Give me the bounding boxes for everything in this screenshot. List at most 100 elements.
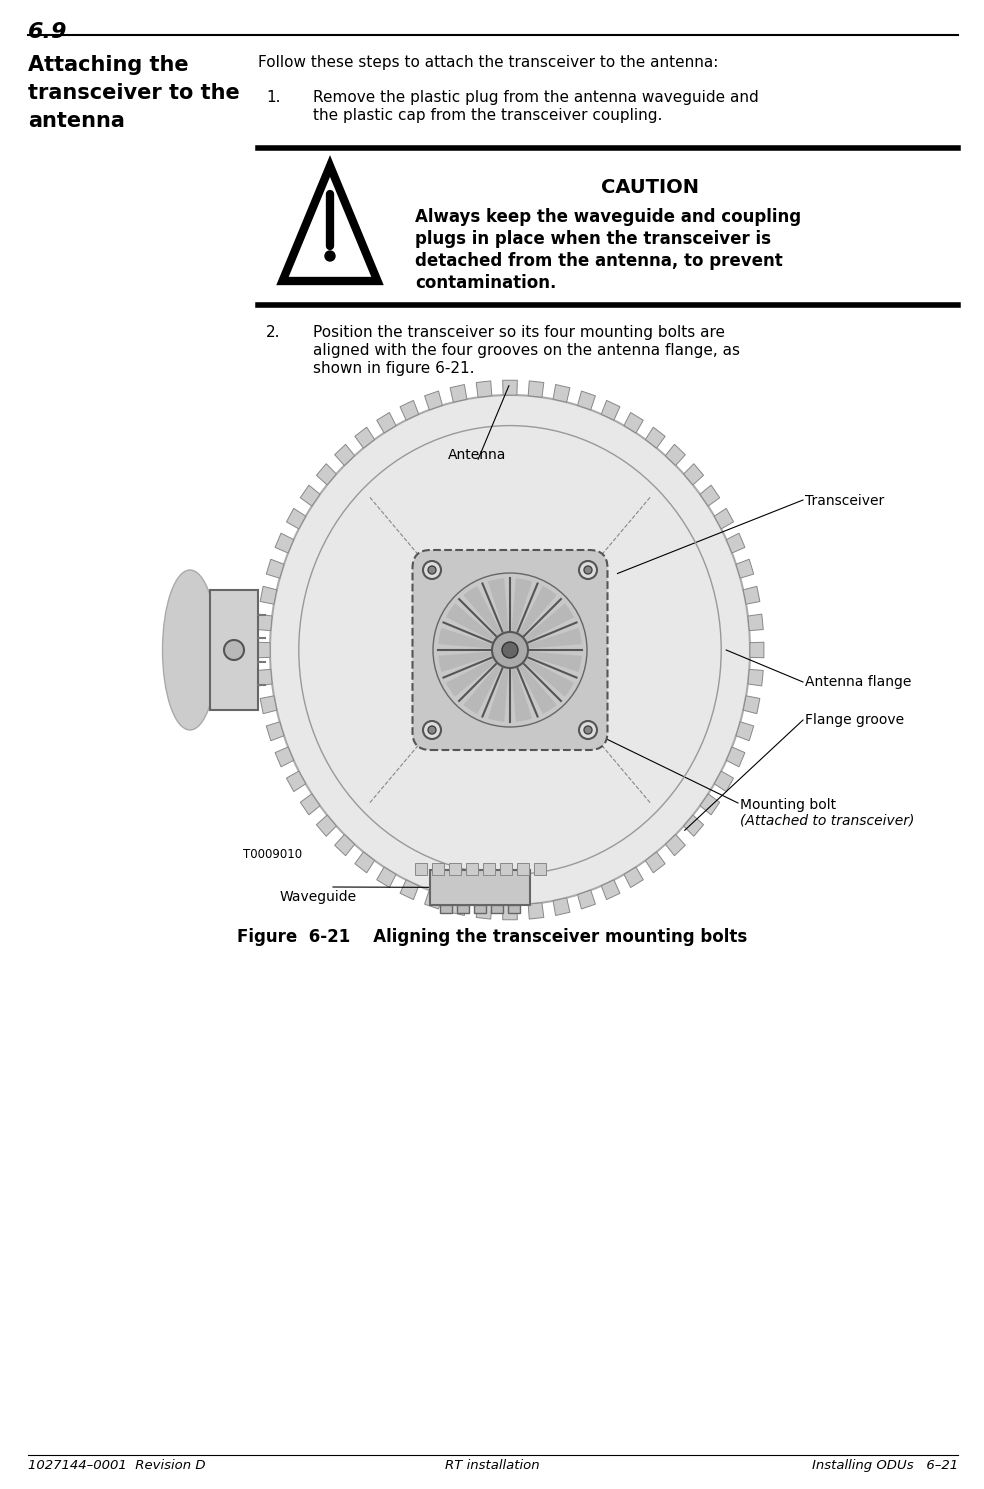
Polygon shape <box>256 642 270 658</box>
FancyBboxPatch shape <box>412 549 607 750</box>
Polygon shape <box>578 392 595 409</box>
Text: (Attached to transceiver): (Attached to transceiver) <box>740 814 914 828</box>
Polygon shape <box>503 380 518 395</box>
Circle shape <box>584 727 592 734</box>
Polygon shape <box>476 902 492 919</box>
Polygon shape <box>646 852 665 873</box>
FancyBboxPatch shape <box>440 905 452 913</box>
Polygon shape <box>355 852 375 873</box>
Polygon shape <box>748 670 764 686</box>
Polygon shape <box>476 381 492 398</box>
FancyBboxPatch shape <box>449 864 461 876</box>
Polygon shape <box>601 880 620 899</box>
FancyBboxPatch shape <box>483 864 495 876</box>
Polygon shape <box>510 578 532 651</box>
Polygon shape <box>335 834 354 856</box>
Text: 1.: 1. <box>266 89 280 106</box>
FancyBboxPatch shape <box>491 905 503 913</box>
Text: antenna: antenna <box>28 112 125 131</box>
Polygon shape <box>510 651 557 715</box>
FancyBboxPatch shape <box>466 864 478 876</box>
Polygon shape <box>286 771 306 792</box>
Polygon shape <box>267 722 284 740</box>
Polygon shape <box>276 533 293 552</box>
Polygon shape <box>450 898 466 916</box>
Polygon shape <box>743 695 760 713</box>
Text: Mounting bolt: Mounting bolt <box>740 798 836 812</box>
Polygon shape <box>624 412 644 433</box>
Polygon shape <box>257 670 273 686</box>
Polygon shape <box>424 890 443 908</box>
Circle shape <box>428 566 436 573</box>
Polygon shape <box>601 401 620 420</box>
Text: RT installation: RT installation <box>445 1459 539 1473</box>
Text: aligned with the four grooves on the antenna flange, as: aligned with the four grooves on the ant… <box>313 342 740 357</box>
Polygon shape <box>286 508 306 529</box>
Polygon shape <box>446 603 510 651</box>
FancyBboxPatch shape <box>210 590 258 710</box>
Polygon shape <box>276 747 293 767</box>
Polygon shape <box>510 651 532 722</box>
Polygon shape <box>700 794 719 814</box>
Polygon shape <box>257 613 273 631</box>
Circle shape <box>502 642 518 658</box>
FancyBboxPatch shape <box>474 905 486 913</box>
Polygon shape <box>335 444 354 466</box>
Text: Follow these steps to attach the transceiver to the antenna:: Follow these steps to attach the transce… <box>258 55 718 70</box>
Polygon shape <box>665 834 685 856</box>
Polygon shape <box>736 722 754 740</box>
Polygon shape <box>646 427 665 448</box>
Polygon shape <box>736 560 754 578</box>
Polygon shape <box>463 585 510 651</box>
Polygon shape <box>377 412 396 433</box>
Text: shown in figure 6-21.: shown in figure 6-21. <box>313 360 474 377</box>
Polygon shape <box>510 651 574 697</box>
Polygon shape <box>300 794 320 814</box>
Polygon shape <box>578 890 595 908</box>
Polygon shape <box>300 485 320 506</box>
Polygon shape <box>260 587 277 605</box>
Text: Antenna flange: Antenna flange <box>805 675 911 689</box>
Polygon shape <box>446 651 510 697</box>
Polygon shape <box>743 587 760 605</box>
Circle shape <box>325 252 335 261</box>
Text: Attaching the: Attaching the <box>28 55 189 74</box>
Polygon shape <box>553 384 570 402</box>
Text: Always keep the waveguide and coupling: Always keep the waveguide and coupling <box>415 208 801 226</box>
Text: plugs in place when the transceiver is: plugs in place when the transceiver is <box>415 229 771 249</box>
Circle shape <box>428 727 436 734</box>
Ellipse shape <box>270 395 750 905</box>
Circle shape <box>423 721 441 739</box>
Text: Transceiver: Transceiver <box>805 494 885 508</box>
Text: the plastic cap from the transceiver coupling.: the plastic cap from the transceiver cou… <box>313 109 662 124</box>
Polygon shape <box>726 747 745 767</box>
Circle shape <box>579 561 597 579</box>
Polygon shape <box>267 560 284 578</box>
Polygon shape <box>750 642 764 658</box>
Polygon shape <box>684 814 704 837</box>
Text: Figure  6-21    Aligning the transceiver mounting bolts: Figure 6-21 Aligning the transceiver mou… <box>237 928 747 946</box>
FancyBboxPatch shape <box>432 864 444 876</box>
Polygon shape <box>714 508 733 529</box>
Polygon shape <box>400 401 419 420</box>
Polygon shape <box>528 381 544 398</box>
FancyBboxPatch shape <box>534 864 546 876</box>
Polygon shape <box>317 463 337 485</box>
Circle shape <box>584 566 592 573</box>
Polygon shape <box>503 905 518 920</box>
Polygon shape <box>355 427 375 448</box>
Polygon shape <box>317 814 337 837</box>
Text: T0009010: T0009010 <box>243 849 302 861</box>
Polygon shape <box>438 628 510 651</box>
Polygon shape <box>665 444 685 466</box>
Polygon shape <box>463 651 510 715</box>
Text: Installing ODUs   6–21: Installing ODUs 6–21 <box>812 1459 958 1473</box>
Polygon shape <box>438 651 510 672</box>
FancyBboxPatch shape <box>457 905 469 913</box>
Polygon shape <box>624 867 644 887</box>
FancyBboxPatch shape <box>415 864 427 876</box>
Text: Flange groove: Flange groove <box>805 713 904 727</box>
Polygon shape <box>510 603 574 651</box>
Text: Antenna: Antenna <box>448 448 506 462</box>
Polygon shape <box>748 613 764 631</box>
